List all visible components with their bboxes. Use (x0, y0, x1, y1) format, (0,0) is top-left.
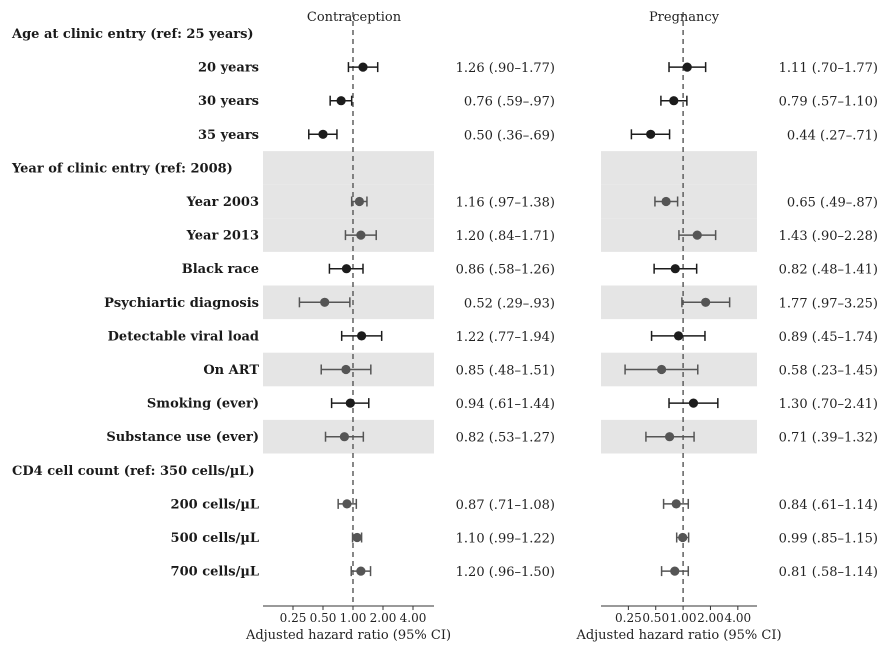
ci-text: 1.30 (.70–2.41) (779, 397, 878, 412)
row-label: On ART (203, 363, 259, 378)
x-axis-label: Adjusted hazard ratio (95% CI) (245, 628, 451, 643)
point-estimate (341, 364, 351, 375)
row-label: 30 years (198, 94, 259, 109)
shade-band (601, 184, 757, 219)
ci-text: 0.82 (.48–1.41) (779, 263, 878, 278)
panel-title: Contraception (307, 10, 402, 25)
x-tick-label: 0.50 (310, 611, 337, 625)
point-estimate (646, 129, 656, 139)
row-label: Psychiartic diagnosis (104, 296, 259, 311)
row-label: Smoking (ever) (147, 397, 259, 412)
point-estimate (345, 398, 355, 408)
ci-text: 0.89 (.45–1.74) (779, 330, 878, 345)
ci-text: 1.22 (.77–1.94) (456, 330, 555, 345)
group-header-label: Year of clinic entry (ref: 2008) (11, 161, 233, 176)
row-label: Detectable viral load (108, 329, 259, 344)
ci-text: 1.16 (.97–1.38) (456, 196, 555, 211)
point-estimate (341, 264, 352, 274)
row-label: Black race (182, 262, 259, 277)
point-estimate (339, 432, 350, 442)
point-estimate (320, 297, 330, 307)
shade-band (601, 285, 757, 320)
point-estimate (336, 96, 346, 106)
x-tick-label: 0.25 (615, 611, 642, 625)
ci-text: 0.81 (.58–1.14) (779, 565, 878, 580)
row-label: Year 2013 (186, 229, 259, 244)
shade-band (601, 151, 757, 185)
point-estimate (678, 532, 688, 543)
row-label: Substance use (ever) (106, 430, 259, 445)
ci-text: 0.50 (.36–.69) (464, 128, 555, 143)
point-estimate (664, 432, 675, 442)
ci-text: 0.82 (.53–1.27) (456, 431, 555, 446)
x-tick-label: 2.00 (370, 611, 397, 625)
shade-band (263, 184, 434, 219)
ci-text: 0.79 (.57–1.10) (779, 95, 878, 110)
x-tick-label: 4.00 (400, 611, 427, 625)
point-estimate (656, 364, 667, 375)
row-label: 200 cells/µL (171, 497, 259, 512)
ci-text: 0.94 (.61–1.44) (456, 397, 555, 412)
point-estimate (318, 129, 328, 139)
row-label: 20 years (198, 61, 259, 76)
x-axis-label: Adjusted hazard ratio (95% CI) (575, 628, 781, 643)
x-tick-label: 0.50 (642, 611, 669, 625)
ci-text: 0.52 (.29–.93) (464, 296, 555, 311)
point-estimate (682, 62, 692, 72)
row-label: Year 2003 (186, 195, 259, 210)
ci-text: 0.71 (.39–1.32) (779, 431, 878, 446)
ci-text: 0.87 (.71–1.08) (456, 498, 555, 513)
row-label: 700 cells/µL (171, 565, 259, 580)
x-tick-label: 2.00 (697, 611, 724, 625)
ci-text: 1.43 (.90–2.28) (779, 229, 878, 244)
ci-text: 1.10 (.99–1.22) (456, 532, 555, 547)
group-header-label: Age at clinic entry (ref: 25 years) (11, 27, 254, 42)
ci-text: 0.86 (.58–1.26) (456, 263, 555, 278)
x-tick-label: 1.00 (670, 611, 697, 625)
ci-text: 0.76 (.59–.97) (464, 95, 555, 110)
point-estimate (688, 398, 699, 408)
point-estimate (671, 499, 681, 509)
ci-text: 0.44 (.27–.71) (787, 128, 878, 143)
point-estimate (692, 230, 702, 240)
shade-band (263, 151, 434, 185)
point-estimate (356, 331, 367, 341)
x-tick-label: 0.25 (280, 611, 307, 625)
point-estimate (356, 566, 366, 576)
ci-text: 1.20 (.84–1.71) (456, 229, 555, 244)
point-estimate (358, 62, 368, 72)
ci-text: 0.65 (.49–.87) (787, 196, 878, 211)
group-header-label: CD4 cell count (ref: 350 cells/µL) (12, 464, 255, 479)
ci-text: 1.20 (.96–1.50) (456, 565, 555, 580)
x-tick-label: 4.00 (724, 611, 751, 625)
point-estimate (701, 297, 711, 307)
ci-text: 1.26 (.90–1.77) (456, 61, 555, 76)
point-estimate (352, 532, 362, 543)
row-label: 500 cells/µL (171, 531, 259, 546)
point-estimate (356, 230, 366, 240)
ci-text: 1.11 (.70–1.77) (779, 61, 878, 76)
panel-title: Pregnancy (649, 10, 720, 25)
point-estimate (354, 196, 365, 207)
point-estimate (670, 264, 680, 274)
ci-text: 0.58 (.23–1.45) (779, 364, 878, 379)
point-estimate (670, 566, 680, 576)
ci-text: 0.85 (.48–1.51) (456, 364, 555, 379)
point-estimate (661, 196, 671, 207)
ci-text: 0.99 (.85–1.15) (779, 532, 878, 547)
ci-text: 1.77 (.97–3.25) (779, 296, 878, 311)
row-label: 35 years (198, 128, 259, 143)
point-estimate (673, 331, 684, 341)
x-tick-label: 1.00 (340, 611, 367, 625)
point-estimate (342, 499, 352, 509)
ci-text: 0.84 (.61–1.14) (779, 498, 878, 513)
point-estimate (669, 96, 679, 106)
